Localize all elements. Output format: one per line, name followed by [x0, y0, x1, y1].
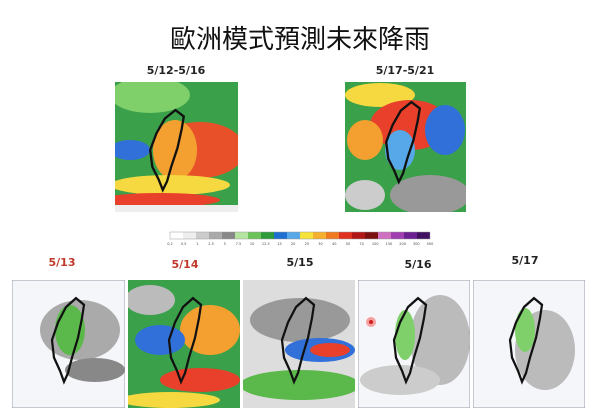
- map: [473, 280, 585, 408]
- colorbar-tick: 70: [359, 242, 363, 246]
- colorbar-tick: 150: [386, 242, 393, 246]
- colorbar-swatch: [209, 232, 222, 239]
- colorbar-tick: 2.5: [208, 242, 214, 246]
- map-label: 5/17: [512, 254, 539, 267]
- colorbar-swatch: [196, 232, 209, 239]
- title: 歐洲模式預測未來降雨: [170, 25, 430, 55]
- colorbar-swatch: [339, 232, 352, 239]
- bottom-maps: [12, 280, 585, 408]
- map-label: 5/16: [405, 258, 432, 271]
- colorbar-swatch: [248, 232, 261, 239]
- colorbar-swatch: [183, 232, 196, 239]
- map-label: 5/12-5/16: [147, 64, 206, 77]
- colorbar-tick: 300: [413, 242, 420, 246]
- colorbar-swatch: [352, 232, 365, 239]
- map: [12, 280, 125, 408]
- colorbar-swatch: [326, 232, 339, 239]
- colorbar-swatch: [300, 232, 313, 239]
- colorbar-swatch: [404, 232, 417, 239]
- colorbar-tick: 5: [224, 242, 226, 246]
- map: [345, 82, 466, 212]
- colorbar-swatch: [274, 232, 287, 239]
- colorbar-swatch: [261, 232, 274, 239]
- map: [243, 280, 355, 408]
- colorbar-swatch: [417, 232, 430, 239]
- colorbar-tick: 40: [332, 242, 336, 246]
- colorbar-tick: 20: [291, 242, 295, 246]
- colorbar-swatch: [287, 232, 300, 239]
- map-label: 5/13: [49, 256, 76, 269]
- colorbar-swatch: [365, 232, 378, 239]
- colorbar-tick: 0.5: [181, 242, 187, 246]
- colorbar-tick: 100: [372, 242, 379, 246]
- map: [128, 280, 240, 408]
- colorbar-swatch: [235, 232, 248, 239]
- colorbar-tick: 0.2: [167, 242, 173, 246]
- colorbar-tick: 10: [250, 242, 254, 246]
- colorbar-tick: 12.5: [262, 242, 270, 246]
- colorbar-tick: 1: [196, 242, 198, 246]
- colorbar-frame: [169, 231, 431, 240]
- colorbar-swatch: [313, 232, 326, 239]
- map-label: 5/15: [287, 256, 314, 269]
- colorbar-tick: 200: [399, 242, 406, 246]
- map: [115, 82, 238, 212]
- colorbar: 0.2 0.5 1 2.5 5 7.5 10 12.5 15 20 25 30 40 50 70 100 150…: [167, 231, 434, 246]
- colorbar-tick: 7.5: [236, 242, 242, 246]
- map-label: 5/14: [172, 258, 199, 271]
- colorbar-tick: 500: [427, 242, 434, 246]
- colorbar-swatch: [222, 232, 235, 239]
- colorbar-swatch: [378, 232, 391, 239]
- colorbar-swatch: [391, 232, 404, 239]
- colorbar-tick: 50: [346, 242, 350, 246]
- colorbar-tick: 30: [318, 242, 322, 246]
- colorbar-tick: 25: [305, 242, 309, 246]
- map-label: 5/17-5/21: [376, 64, 435, 77]
- map: [358, 280, 470, 408]
- colorbar-swatch: [170, 232, 183, 239]
- colorbar-tick: 15: [277, 242, 281, 246]
